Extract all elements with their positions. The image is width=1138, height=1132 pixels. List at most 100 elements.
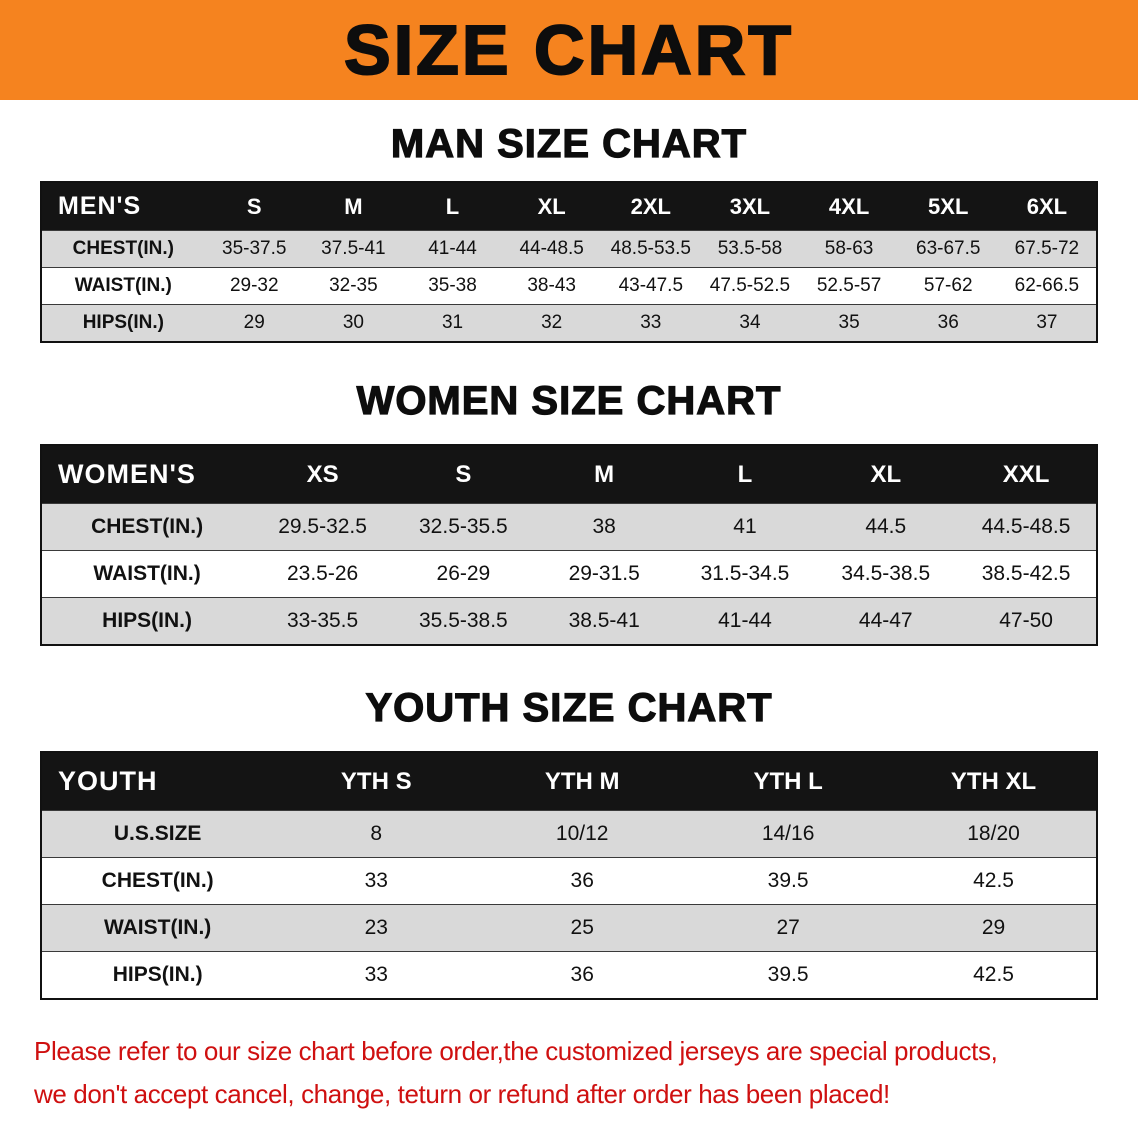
size-value-cell: 38 bbox=[592, 515, 616, 538]
size-value-cell: 38.5-41 bbox=[568, 609, 640, 632]
size-value-cell: 37.5-41 bbox=[321, 238, 386, 259]
table-row: HIPS(IN.) 29 30 31 32 33 34 35 36 37 bbox=[41, 304, 1097, 342]
size-value-cell: 57-62 bbox=[923, 275, 973, 296]
size-value-cell: 33 bbox=[364, 963, 388, 986]
size-value-cell: 35 bbox=[838, 312, 860, 333]
size-value-cell: 39.5 bbox=[767, 963, 809, 986]
size-value-cell: 35-37.5 bbox=[222, 238, 287, 259]
row-label-cell: HIPS(IN.) bbox=[82, 312, 164, 333]
table-row: HIPS(IN.) 33 36 39.5 42.5 bbox=[41, 951, 1097, 999]
size-value-cell: 33 bbox=[364, 869, 388, 892]
size-column-header: YTH M bbox=[544, 767, 620, 795]
table-row: CHEST(IN.) 33 36 39.5 42.5 bbox=[41, 857, 1097, 905]
footer-note: Please refer to our size chart before or… bbox=[34, 1030, 1104, 1116]
youth-section-heading: YOUTH SIZE CHART bbox=[365, 685, 773, 730]
size-value-cell: 39.5 bbox=[767, 869, 809, 892]
size-value-cell: 29-32 bbox=[229, 275, 279, 296]
row-label-cell: WAIST(IN.) bbox=[74, 275, 172, 296]
size-value-cell: 26-29 bbox=[436, 562, 491, 585]
size-value-cell: 52.5-57 bbox=[816, 275, 882, 296]
size-column-header: L bbox=[737, 460, 753, 488]
row-label-cell: CHEST(IN.) bbox=[101, 869, 214, 892]
size-value-cell: 33-35.5 bbox=[286, 609, 359, 632]
size-column-header: 5XL bbox=[928, 193, 969, 219]
size-value-cell: 38.5-42.5 bbox=[981, 562, 1071, 585]
footer-note-line2: we don't accept cancel, change, teturn o… bbox=[34, 1078, 890, 1109]
youth-size-table: YOUTH YTH S YTH M YTH L YTH XL U.S.SIZE 8 10/12… bbox=[40, 751, 1098, 1000]
size-value-cell: 37 bbox=[1036, 312, 1058, 333]
size-value-cell: 47.5-52.5 bbox=[709, 275, 791, 296]
size-column-header: M bbox=[594, 460, 615, 488]
size-column-header: YTH L bbox=[753, 767, 823, 795]
row-label-cell: U.S.SIZE bbox=[113, 822, 202, 845]
table-row: HIPS(IN.) 33-35.5 35.5-38.5 38.5-41 41-44 44-… bbox=[41, 597, 1097, 645]
size-value-cell: 27 bbox=[776, 916, 800, 939]
row-label-cell: CHEST(IN.) bbox=[91, 515, 204, 538]
size-value-cell: 29.5-32.5 bbox=[278, 515, 367, 538]
size-value-cell: 53.5-58 bbox=[717, 238, 783, 259]
size-value-cell: 33 bbox=[640, 312, 662, 333]
table-row: WAIST(IN.) 23.5-26 26-29 29-31.5 31.5-34.5 34… bbox=[41, 550, 1097, 598]
size-column-header: L bbox=[445, 193, 460, 219]
size-value-cell: 29-31.5 bbox=[568, 562, 640, 585]
page-title: SIZE CHART bbox=[343, 11, 794, 89]
women-section-heading: WOMEN SIZE CHART bbox=[356, 378, 782, 423]
women-size-section: WOMEN SIZE CHART WOMEN'S XS S M L XL XXL CHEST(… bbox=[0, 378, 1138, 646]
size-column-header: XL bbox=[870, 460, 902, 488]
women-size-table: WOMEN'S XS S M L XL XXL CHEST(IN.) 29.5-32.5 32.5… bbox=[40, 444, 1098, 646]
size-column-header: XL bbox=[537, 193, 566, 219]
row-label-cell: HIPS(IN.) bbox=[112, 963, 203, 986]
size-value-cell: 30 bbox=[342, 312, 364, 333]
size-value-cell: 31.5-34.5 bbox=[700, 562, 790, 585]
size-value-cell: 31 bbox=[441, 312, 464, 333]
size-value-cell: 23.5-26 bbox=[286, 562, 359, 585]
size-column-header: 2XL bbox=[630, 193, 671, 219]
size-value-cell: 42.5 bbox=[973, 869, 1014, 892]
size-value-cell: 18/20 bbox=[967, 822, 1020, 845]
table-header-row: YOUTH YTH S YTH M YTH L YTH XL bbox=[41, 752, 1097, 811]
size-value-cell: 44-48.5 bbox=[519, 238, 584, 259]
banner: SIZE CHART bbox=[0, 0, 1138, 100]
size-column-header: XXL bbox=[1002, 460, 1050, 488]
size-column-header: YTH S bbox=[340, 767, 412, 795]
size-value-cell: 35.5-38.5 bbox=[419, 609, 508, 632]
size-chart-content: MAN SIZE CHART MEN'S S M L XL 2XL 3XL 4XL 5XL 6XL… bbox=[0, 121, 1138, 1000]
table-row: CHEST(IN.) 29.5-32.5 32.5-35.5 38 41 44.5 44.5… bbox=[41, 503, 1097, 551]
table-row: WAIST(IN.) 29-32 32-35 35-38 38-43 43-47.5 47.… bbox=[41, 267, 1097, 305]
table-header-row: WOMEN'S XS S M L XL XXL bbox=[41, 445, 1097, 504]
size-value-cell: 34 bbox=[739, 312, 761, 333]
size-value-cell: 29 bbox=[243, 312, 265, 333]
size-value-cell: 36 bbox=[937, 312, 959, 333]
row-label-cell: CHEST(IN.) bbox=[72, 238, 174, 259]
table-row: CHEST(IN.) 35-37.5 37.5-41 41-44 44-48.5 48.5… bbox=[41, 230, 1097, 268]
size-value-cell: 41-44 bbox=[718, 609, 772, 632]
size-value-cell: 23 bbox=[364, 916, 388, 939]
size-value-cell: 36 bbox=[570, 869, 594, 892]
size-value-cell: 36 bbox=[570, 963, 594, 986]
size-value-cell: 29 bbox=[981, 916, 1006, 939]
youth-size-section: YOUTH SIZE CHART YOUTH YTH S YTH M YTH L YTH… bbox=[0, 685, 1138, 1000]
size-value-cell: 32 bbox=[541, 312, 563, 333]
size-value-cell: 44-47 bbox=[858, 609, 913, 632]
row-label-cell: HIPS(IN.) bbox=[102, 609, 193, 632]
size-value-cell: 32-35 bbox=[329, 275, 378, 296]
size-value-cell: 34.5-38.5 bbox=[841, 562, 931, 585]
size-value-cell: 67.5-72 bbox=[1014, 238, 1080, 259]
size-value-cell: 10/12 bbox=[555, 822, 609, 845]
men-size-section: MAN SIZE CHART MEN'S S M L XL 2XL 3XL 4XL 5XL 6XL… bbox=[0, 121, 1138, 343]
men-size-table: MEN'S S M L XL 2XL 3XL 4XL 5XL 6XL CHEST(IN.) 35-37… bbox=[40, 181, 1098, 343]
size-value-cell: 47-50 bbox=[999, 609, 1053, 632]
size-value-cell: 38-43 bbox=[527, 275, 576, 296]
size-column-header: 4XL bbox=[828, 193, 870, 219]
size-column-header: 3XL bbox=[729, 193, 771, 219]
size-value-cell: 58-63 bbox=[824, 238, 874, 259]
size-value-cell: 62-66.5 bbox=[1014, 275, 1080, 296]
size-value-cell: 14/16 bbox=[761, 822, 815, 845]
table-title-cell: MEN'S bbox=[58, 192, 142, 220]
size-column-header: M bbox=[344, 193, 363, 219]
size-column-header: S bbox=[246, 193, 262, 219]
size-value-cell: 44.5-48.5 bbox=[981, 515, 1071, 538]
size-column-header: 6XL bbox=[1026, 193, 1068, 219]
size-value-cell: 63-67.5 bbox=[916, 238, 981, 259]
table-row: U.S.SIZE 8 10/12 14/16 18/20 bbox=[41, 810, 1097, 858]
